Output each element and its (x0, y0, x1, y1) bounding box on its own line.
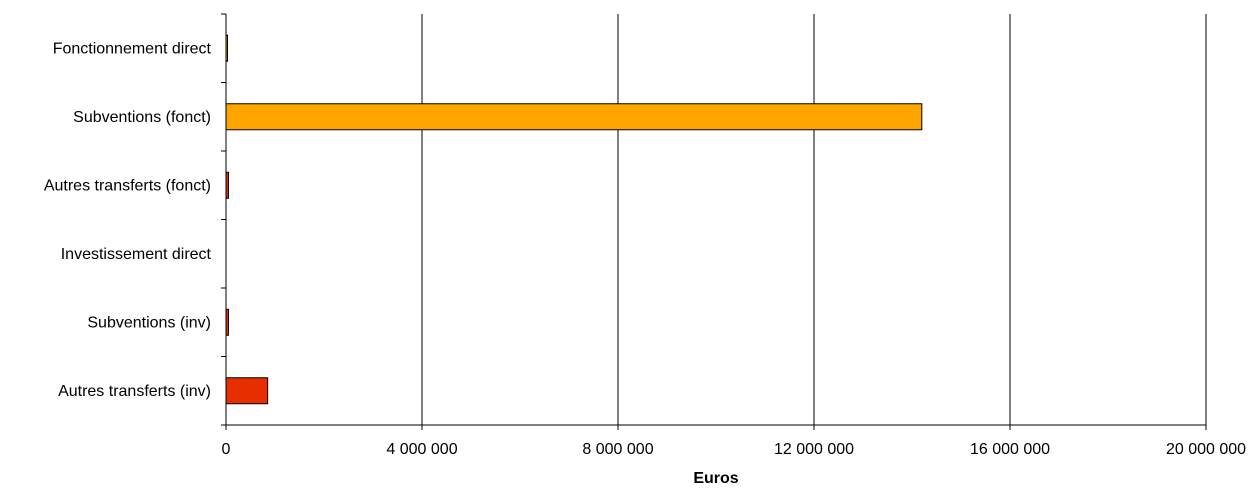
category-labels: Fonctionnement direct Subventions (fonct)… (44, 40, 212, 400)
category-label: Fonctionnement direct (53, 40, 212, 57)
axes (221, 13, 1207, 430)
category-label: Subventions (inv) (87, 314, 211, 331)
x-tick-label: 16 000 000 (970, 441, 1050, 458)
category-label: Autres transferts (inv) (58, 383, 211, 400)
bar (225, 377, 269, 405)
x-tick-label: 0 (222, 441, 231, 458)
tick-labels: 0 4 000 000 8 000 000 12 000 000 16 000 000 2… (222, 441, 1247, 458)
x-tick-label: 8 000 000 (582, 441, 653, 458)
category-label: Autres transferts (fonct) (44, 177, 211, 194)
gridlines (421, 14, 1207, 425)
x-tick-label: 4 000 000 (386, 441, 457, 458)
category-label: Subventions (fonct) (73, 109, 211, 126)
x-tick-label: 20 000 000 (1166, 441, 1246, 458)
bar (225, 103, 923, 131)
category-label: Investissement direct (61, 246, 212, 263)
x-axis-title: Euros (693, 470, 738, 487)
bars (225, 34, 923, 405)
x-tick-label: 12 000 000 (774, 441, 854, 458)
